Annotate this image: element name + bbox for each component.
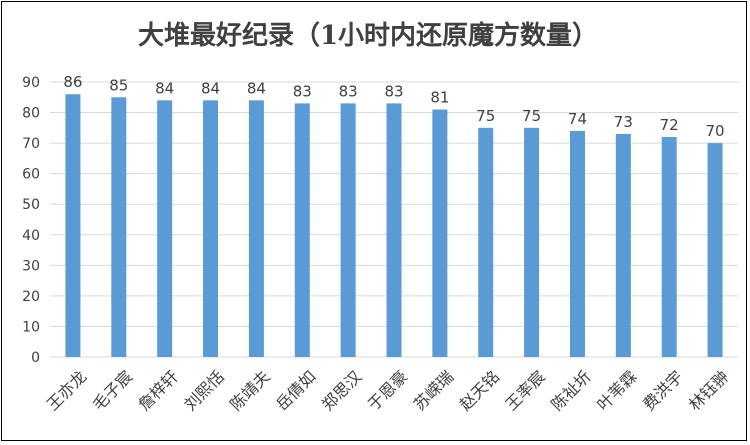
- y-tick-label: 70: [22, 136, 40, 152]
- bar: [157, 100, 173, 357]
- x-tick-label: 陈祉圻: [547, 367, 594, 414]
- bar: [203, 100, 219, 357]
- x-tick-label: 叶苇霖: [593, 367, 640, 414]
- x-tick-label: 詹梓轩: [135, 367, 182, 414]
- data-labels: 86 85 84 84 84 83 83 83 81 75 75 74 73 72 70: [63, 73, 724, 140]
- x-tick-label: 林钰翀: [685, 367, 732, 414]
- x-tick-label: 王率宸: [502, 367, 549, 414]
- bars: [65, 94, 723, 358]
- x-tick-label: 毛子宸: [89, 367, 136, 414]
- y-tick-label: 30: [22, 258, 40, 274]
- data-label: 84: [155, 79, 174, 97]
- y-tick-label: 20: [22, 289, 40, 305]
- bar: [615, 133, 631, 357]
- x-tick-label: 陈靖夫: [226, 367, 273, 414]
- bar: [248, 100, 264, 357]
- bar: [661, 137, 677, 357]
- data-label: 73: [614, 113, 633, 131]
- data-label: 70: [706, 122, 725, 140]
- bar: [707, 143, 723, 357]
- x-tick-label: 王亦龙: [43, 367, 90, 414]
- bar: [65, 94, 81, 357]
- x-tick-label: 于恩豪: [364, 367, 411, 414]
- x-axis-tick-labels: 王亦龙毛子宸詹梓轩刘熙恬陈靖夫岳倩如郑思汉于恩豪苏嵘瑞赵天铭王率宸陈祉圻叶苇霖费…: [43, 367, 733, 414]
- chart-title: 大堆最好纪录（1小时内还原魔方数量）: [138, 20, 598, 51]
- x-tick-label: 岳倩如: [272, 367, 319, 414]
- data-label: 83: [384, 82, 403, 100]
- data-label: 81: [430, 89, 449, 107]
- y-tick-label: 80: [22, 106, 40, 122]
- bar: [340, 103, 356, 357]
- y-axis-tick-labels: 0 10 20 30 40 50 60 70 80 90: [22, 75, 40, 366]
- bar: [432, 109, 448, 357]
- data-label: 75: [476, 107, 495, 125]
- bar: [386, 103, 402, 357]
- data-label: 84: [201, 79, 220, 97]
- y-tick-label: 50: [22, 197, 40, 213]
- x-tick-label: 郑思汉: [318, 367, 365, 414]
- y-tick-label: 10: [22, 319, 40, 335]
- y-tick-label: 60: [22, 167, 40, 183]
- bar: [569, 130, 585, 357]
- bar: [478, 127, 494, 357]
- x-tick-label: 刘熙恬: [180, 367, 227, 414]
- data-label: 74: [568, 110, 587, 128]
- bar-chart: 大堆最好纪录（1小时内还原魔方数量） 0 10 20 30 40 50 60 70 80 90 8…: [22, 20, 738, 414]
- data-label: 86: [63, 73, 82, 91]
- x-tick-label: 苏嵘瑞: [410, 367, 457, 414]
- bar: [524, 127, 540, 357]
- bar: [111, 97, 127, 358]
- y-tick-label: 0: [31, 350, 40, 366]
- bar: [294, 103, 310, 357]
- data-label: 75: [522, 107, 541, 125]
- data-label: 72: [660, 116, 679, 134]
- data-label: 83: [339, 82, 358, 100]
- y-tick-label: 40: [22, 228, 40, 244]
- x-tick-label: 费洪宇: [639, 367, 686, 414]
- y-tick-label: 90: [22, 75, 40, 91]
- data-label: 84: [247, 79, 266, 97]
- data-label: 85: [109, 76, 128, 94]
- data-label: 83: [293, 82, 312, 100]
- x-tick-label: 赵天铭: [456, 367, 503, 414]
